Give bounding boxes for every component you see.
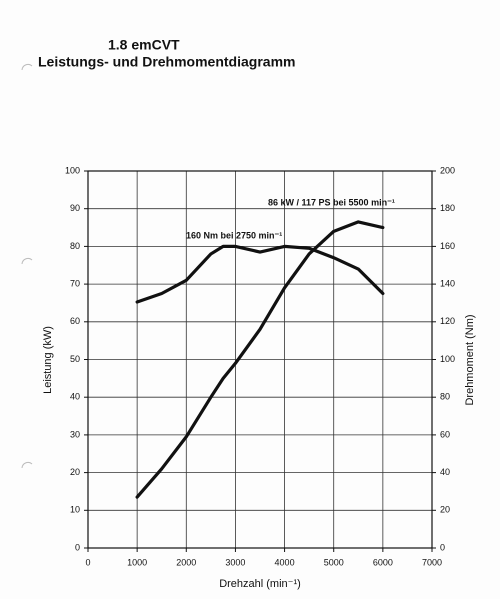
x-tick-label: 6000 [373,557,393,567]
y-tick-label: 30 [70,429,80,439]
punch-hole [21,257,33,265]
y2-tick-label: 40 [440,467,450,477]
line [135,244,385,304]
plot-frame [87,170,433,549]
y-tick-label: 70 [70,278,80,288]
y2-tick-label: 160 [440,241,455,251]
y2-tick-label: 20 [440,505,450,515]
annotation: 160 Nm bei 2750 min⁻¹ [186,230,282,240]
x-axis-label: Drehzahl (min⁻¹) [219,578,301,590]
y2-axis-label: Drehmoment (Nm) [464,314,476,405]
x-tick-label: 5000 [324,557,344,567]
y2-tick-label: 200 [440,165,455,175]
y-tick-label: 60 [70,316,80,326]
punch-hole [21,63,33,71]
y-tick-label: 0 [75,542,80,552]
annotation: 86 kW / 117 PS bei 5500 min⁻¹ [268,197,395,207]
y2-tick-label: 120 [440,316,455,326]
x-tick-label: 3000 [225,557,245,567]
y-tick-label: 10 [70,505,80,515]
y-axis-label: Leistung (kW) [42,326,54,394]
y2-tick-label: 0 [440,542,445,552]
y-tick-label: 50 [70,354,80,364]
y2-tick-label: 180 [440,203,455,213]
chart-title: 1.8 emCVT [108,37,180,53]
x-tick-label: 0 [85,557,90,567]
x-tick-label: 7000 [422,557,442,567]
x-tick-label: 1000 [127,557,147,567]
y-tick-label: 90 [70,203,80,213]
y-tick-label: 100 [65,165,80,175]
x-tick-label: 2000 [176,557,196,567]
line [135,220,385,499]
y-tick-label: 80 [70,241,80,251]
y2-tick-label: 80 [440,392,450,402]
y2-tick-label: 100 [440,354,455,364]
y2-tick-label: 140 [440,278,455,288]
punch-hole [21,461,33,469]
chart-subtitle: Leistungs- und Drehmomentdiagramm [38,54,295,70]
x-tick-label: 4000 [275,557,295,567]
y-tick-label: 20 [70,467,80,477]
y2-tick-label: 60 [440,429,450,439]
y-tick-label: 40 [70,392,80,402]
